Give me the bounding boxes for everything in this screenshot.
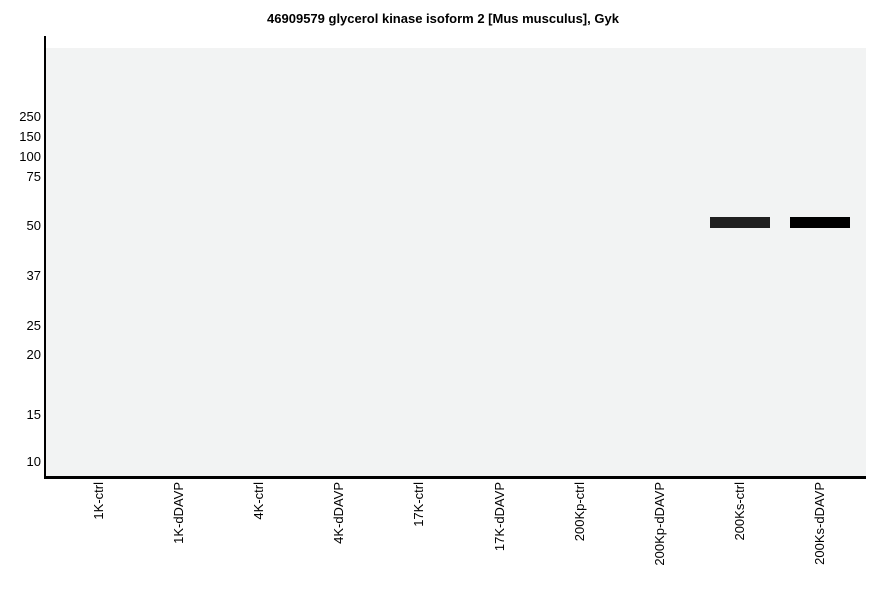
chart-title: 46909579 glycerol kinase isoform 2 [Mus …	[267, 11, 619, 26]
x-axis-line	[44, 476, 866, 479]
x-lane-label: 200Ks-dDAVP	[812, 482, 828, 565]
y-tick-label: 37	[26, 267, 41, 283]
x-lane-label: 1K-dDAVP	[170, 482, 186, 544]
y-tick-label: 100	[19, 148, 41, 164]
x-lane-label: 4K-ctrl	[250, 482, 266, 520]
y-tick-label: 25	[26, 318, 41, 334]
blot-band-200Ks-ctrl	[709, 216, 770, 228]
y-tick-label: 20	[26, 347, 41, 363]
x-lane-label: 1K-ctrl	[90, 482, 106, 520]
y-tick-label: 250	[19, 108, 41, 124]
x-lane-label: 200Kp-dDAVP	[652, 482, 668, 566]
x-lane-label: 200Kp-ctrl	[571, 482, 587, 542]
y-tick-label: 10	[26, 453, 41, 469]
x-lane-label: 4K-dDAVP	[331, 482, 347, 544]
x-lane-label: 17K-ctrl	[411, 482, 427, 527]
blot-band-200Ks-dDAVP	[789, 216, 850, 228]
plot-area	[46, 48, 866, 476]
x-lane-label: 17K-dDAVP	[491, 482, 507, 552]
y-tick-label: 150	[19, 129, 41, 145]
y-tick-label: 75	[26, 168, 41, 184]
y-axis-line	[44, 36, 46, 476]
y-tick-label: 15	[26, 407, 41, 423]
x-lane-label: 200Ks-ctrl	[732, 482, 748, 541]
y-tick-label: 50	[26, 217, 41, 233]
